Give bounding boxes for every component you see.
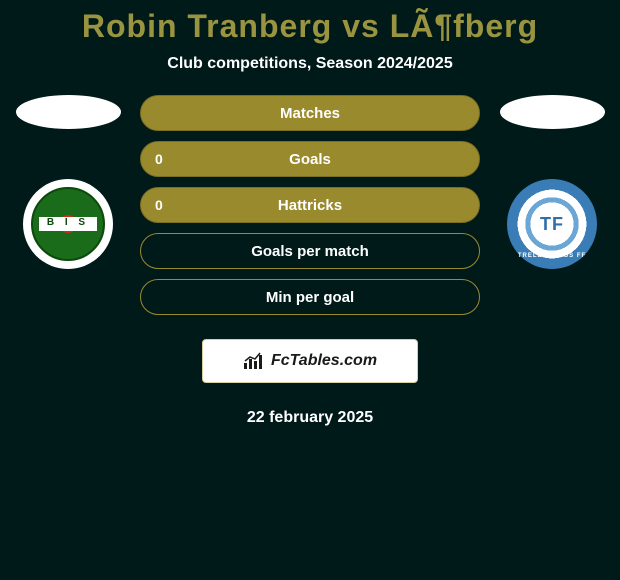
middle-row: B I S Matches 0 Goals 0 Hattricks Goals …	[0, 95, 620, 427]
right-player-col: TF TRELLEBORGS FF	[492, 95, 612, 269]
left-club-logo: B I S	[23, 179, 113, 269]
page-title: Robin Tranberg vs LÃ¶fberg	[82, 8, 538, 45]
stat-row-hattricks: 0 Hattricks	[140, 187, 480, 223]
bar-chart-icon	[243, 352, 265, 370]
date-line: 22 february 2025	[247, 409, 373, 427]
brand-text: FcTables.com	[271, 352, 377, 370]
right-club-monogram: TF	[540, 214, 564, 235]
stat-row-goals: 0 Goals	[140, 141, 480, 177]
brand-box[interactable]: FcTables.com	[202, 339, 418, 383]
stat-label-goals: Goals	[289, 151, 331, 168]
stat-label-mpg: Min per goal	[266, 289, 354, 306]
stat-label-hattricks: Hattricks	[278, 197, 342, 214]
stat-left-goals: 0	[155, 151, 163, 167]
stat-label-matches: Matches	[280, 105, 340, 122]
stats-column: Matches 0 Goals 0 Hattricks Goals per ma…	[128, 95, 492, 427]
stat-label-gpm: Goals per match	[251, 243, 369, 260]
stat-row-gpm: Goals per match	[140, 233, 480, 269]
left-flag-oval	[16, 95, 121, 129]
stat-left-hattricks: 0	[155, 197, 163, 213]
right-club-logo: TF TRELLEBORGS FF	[507, 179, 597, 269]
comparison-card: Robin Tranberg vs LÃ¶fberg Club competit…	[0, 0, 620, 427]
right-club-ring-text: TRELLEBORGS FF	[507, 253, 597, 259]
left-player-col: B I S	[8, 95, 128, 269]
stat-row-matches: Matches	[140, 95, 480, 131]
left-club-letters: B I S	[23, 217, 113, 228]
stat-row-mpg: Min per goal	[140, 279, 480, 315]
page-subtitle: Club competitions, Season 2024/2025	[167, 55, 452, 73]
right-flag-oval	[500, 95, 605, 129]
